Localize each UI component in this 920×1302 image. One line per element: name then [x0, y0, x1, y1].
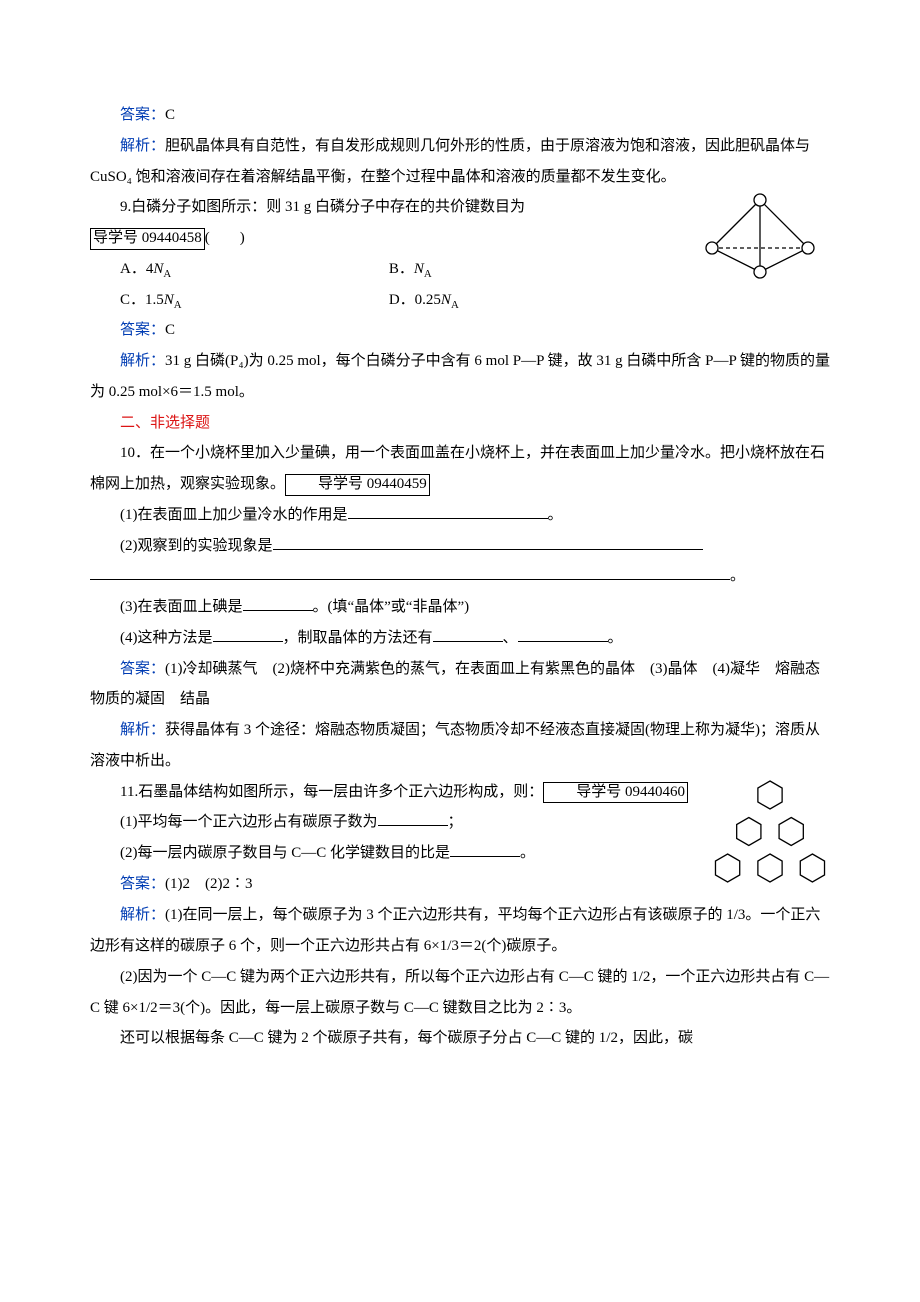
opt-c-text: C．1.5 [120, 292, 164, 308]
graphite-hex-icon [710, 777, 830, 889]
comma: 、 [503, 630, 518, 646]
q10-part2-cont: 。 [90, 561, 830, 592]
q9-opt-b: B．NA [389, 254, 692, 285]
q10-stem: 10．在一个小烧杯里加入少量碘，用一个表面皿盖在小烧杯上，并在表面皿上加少量冷水… [90, 438, 830, 500]
period: 。 [548, 507, 563, 523]
q10-explanation: 解析：获得晶体有 3 个途径：熔融态物质凝固；气态物质冷却不经液态直接凝固(物理… [90, 715, 830, 777]
q11-explanation-3: 还可以根据每条 C—C 键为 2 个碳原子共有，每个碳原子分占 C—C 键的 1… [90, 1023, 830, 1054]
q9-opt-d: D．0.25NA [389, 285, 692, 316]
q10-part2: (2)观察到的实验现象是 [90, 531, 830, 562]
answer-label: 答案： [120, 107, 165, 123]
opt-a-text: A．4 [120, 261, 153, 277]
q9-block: 9.白磷分子如图所示：则 31 g 白磷分子中存在的共价键数目为 导学号 094… [90, 192, 830, 315]
q8-explanation: 解析：胆矾晶体具有自范性，有自发形成规则几何外形的性质，由于原溶液为饱和溶液，因… [90, 131, 830, 193]
q11-p2-text: (2)每一层内碳原子数目与 C—C 化学键数目的比是 [120, 845, 450, 861]
fill-blank[interactable] [378, 811, 448, 826]
opt-d-text: D．0.25 [389, 292, 441, 308]
answer-label: 答案： [120, 661, 165, 677]
section-2-heading: 二、非选择题 [90, 408, 830, 439]
q10-p3-text: (3)在表面皿上碘是 [120, 599, 243, 615]
q9-stem-text: 9.白磷分子如图所示：则 31 g 白磷分子中存在的共价键数目为 [120, 199, 525, 215]
q10-answer: 答案：(1)冷却碘蒸气 (2)烧杯中充满紫色的蒸气，在表面皿上有紫黑色的晶体 (… [90, 654, 830, 716]
fill-blank[interactable] [348, 504, 548, 519]
answer-value: (1)2 (2)2∶3 [165, 876, 252, 892]
q9-explanation: 解析：31 g 白磷(P₄)为 0.25 mol，每个白磷分子中含有 6 mol… [90, 346, 830, 408]
q10-p4-textb: ，制取晶体的方法还有 [283, 630, 433, 646]
q10-p3-tail: 。(填“晶体”或“非晶体”) [313, 599, 470, 615]
q11-part1: (1)平均每一个正六边形占有碳原子数为 ； [90, 807, 704, 838]
q10-p1-text: (1)在表面皿上加少量冷水的作用是 [120, 507, 348, 523]
q11-answer: 答案：(1)2 (2)2∶3 [90, 869, 704, 900]
study-number-box: 导学号 09440460 [543, 782, 688, 804]
answer-label: 答案： [120, 322, 165, 338]
q9-figure [692, 192, 830, 296]
q11-stem: 11.石墨晶体结构如图所示，每一层由许多个正六边形构成，则：导学号 094404… [90, 777, 704, 808]
explanation-text: 31 g 白磷(P₄)为 0.25 mol，每个白磷分子中含有 6 mol P—… [90, 353, 830, 400]
fill-blank[interactable] [90, 565, 730, 580]
explanation-text: (1)在同一层上，每个碳原子为 3 个正六边形共有，平均每个正六边形占有该碳原子… [90, 907, 820, 954]
period: 。 [520, 845, 535, 861]
q9-study-row: 导学号 09440458( ) [90, 223, 692, 254]
answer-value: C [165, 322, 175, 338]
p4-tetrahedron-icon [700, 192, 825, 284]
explanation-text: 胆矾晶体具有自范性，有自发形成规则几何外形的性质，由于原溶液为饱和溶液，因此胆矾… [90, 138, 810, 185]
answer-label: 答案： [120, 876, 165, 892]
na-symbol: N [164, 292, 174, 308]
q11-p1-text: (1)平均每一个正六边形占有碳原子数为 [120, 814, 378, 830]
q9-options-row2: C．1.5NA D．0.25NA [90, 285, 692, 316]
q9-answer: 答案：C [90, 315, 830, 346]
period: 。 [730, 568, 745, 584]
explanation-label: 解析： [120, 138, 165, 154]
study-number-box: 导学号 09440458 [90, 228, 205, 250]
q10-part3: (3)在表面皿上碘是 。(填“晶体”或“非晶体”) [90, 592, 830, 623]
q9-stem: 9.白磷分子如图所示：则 31 g 白磷分子中存在的共价键数目为 [90, 192, 692, 223]
q11-part2: (2)每一层内碳原子数目与 C—C 化学键数目的比是 。 [90, 838, 704, 869]
section-2-text: 二、非选择题 [120, 415, 210, 431]
q11-stem-text: 11.石墨晶体结构如图所示，每一层由许多个正六边形构成，则： [120, 784, 543, 800]
explanation-text: (2)因为一个 C—C 键为两个正六边形共有，所以每个正六边形占有 C—C 键的… [90, 969, 829, 1016]
fill-blank[interactable] [518, 627, 608, 642]
fill-blank[interactable] [450, 842, 520, 857]
q11-figure [704, 777, 830, 901]
na-a: A [424, 268, 432, 280]
na-a: A [451, 299, 459, 311]
fill-blank[interactable] [213, 627, 283, 642]
na-symbol: N [441, 292, 451, 308]
na-a: A [174, 299, 182, 311]
q10-p4-texta: (4)这种方法是 [120, 630, 213, 646]
period: 。 [608, 630, 623, 646]
explanation-text: 还可以根据每条 C—C 键为 2 个碳原子共有，每个碳原子分占 C—C 键的 1… [120, 1030, 693, 1046]
na-symbol: N [153, 261, 163, 277]
answer-value: (1)冷却碘蒸气 (2)烧杯中充满紫色的蒸气，在表面皿上有紫黑色的晶体 (3)晶… [90, 661, 820, 708]
fill-blank[interactable] [433, 627, 503, 642]
q10-stem-text: 10．在一个小烧杯里加入少量碘，用一个表面皿盖在小烧杯上，并在表面皿上加少量冷水… [90, 445, 825, 492]
explanation-label: 解析： [120, 907, 165, 923]
q10-p2-text: (2)观察到的实验现象是 [120, 538, 273, 554]
explanation-text: 获得晶体有 3 个途径：熔融态物质凝固；气态物质冷却不经液态直接凝固(物理上称为… [90, 722, 820, 769]
q9-opt-c: C．1.5NA [120, 285, 389, 316]
q8-answer: 答案：C [90, 100, 830, 131]
explanation-label: 解析： [120, 722, 165, 738]
q9-opt-a: A．4NA [120, 254, 389, 285]
q11-explanation-1: 解析：(1)在同一层上，每个碳原子为 3 个正六边形共有，平均每个正六边形占有该… [90, 900, 830, 962]
q10-part4: (4)这种方法是 ，制取晶体的方法还有 、 。 [90, 623, 830, 654]
na-n: N [153, 261, 163, 277]
q10-part1: (1)在表面皿上加少量冷水的作用是 。 [90, 500, 830, 531]
na-n: N [414, 261, 424, 277]
answer-value: C [165, 107, 175, 123]
q11-explanation-2: (2)因为一个 C—C 键为两个正六边形共有，所以每个正六边形占有 C—C 键的… [90, 962, 830, 1024]
q9-options-row1: A．4NA B．NA [90, 254, 692, 285]
opt-b-text: B． [389, 261, 414, 277]
na-a: A [163, 268, 171, 280]
fill-blank[interactable] [273, 534, 703, 549]
fill-blank[interactable] [243, 596, 313, 611]
study-number-box: 导学号 09440459 [285, 474, 430, 496]
na-n: N [441, 292, 451, 308]
q11-block: 11.石墨晶体结构如图所示，每一层由许多个正六边形构成，则：导学号 094404… [90, 777, 830, 901]
na-symbol: N [414, 261, 424, 277]
semicolon: ； [448, 814, 463, 830]
q9-paren: ( ) [205, 230, 245, 246]
explanation-label: 解析： [120, 353, 165, 369]
na-n: N [164, 292, 174, 308]
